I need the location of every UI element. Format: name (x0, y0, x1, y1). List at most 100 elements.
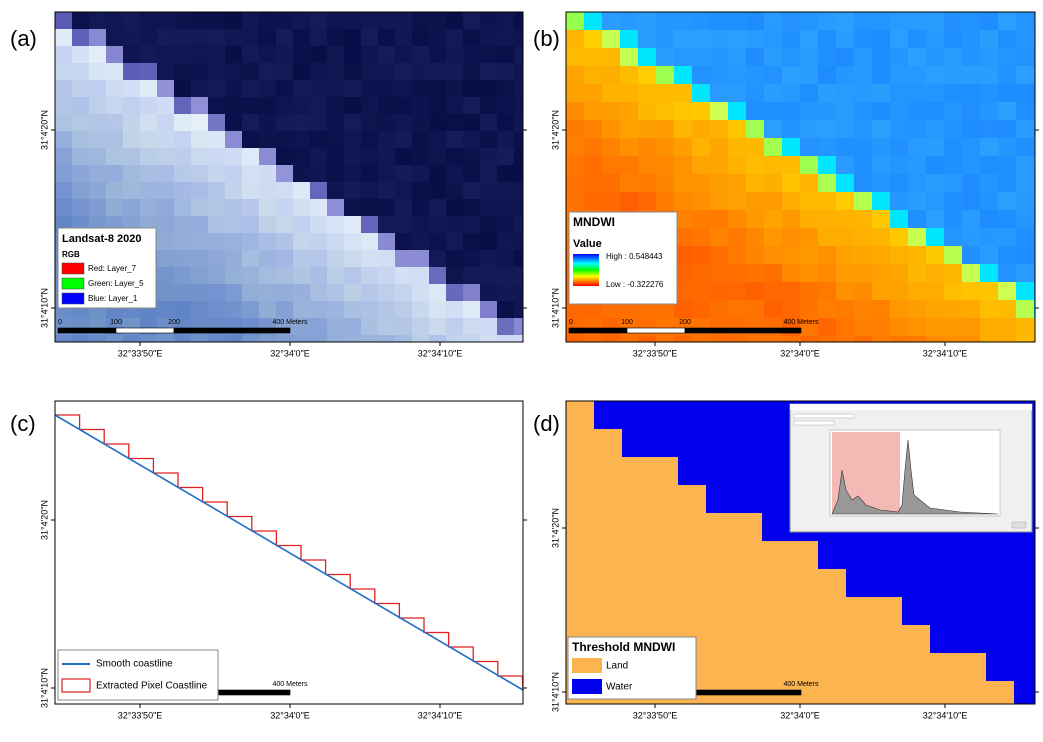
pixel (327, 80, 345, 98)
pixel (890, 318, 909, 337)
pixel (514, 318, 523, 336)
pixel (650, 597, 679, 626)
pixel (514, 182, 523, 200)
pixel (225, 301, 243, 319)
pixel (293, 12, 311, 30)
pixel (1014, 569, 1035, 598)
pixel (728, 102, 747, 121)
pixel (926, 336, 945, 342)
pixel (706, 485, 735, 514)
pixel (890, 246, 909, 265)
pixel (762, 485, 791, 514)
pixel (584, 120, 603, 139)
pixel (908, 336, 927, 342)
pixel (140, 46, 158, 64)
pixel (242, 301, 260, 319)
pixel (395, 148, 413, 166)
pixel (836, 12, 855, 31)
pixel (998, 12, 1017, 31)
pixel (259, 80, 277, 98)
pixel (930, 653, 959, 682)
pixel (293, 250, 311, 268)
pixel (412, 301, 430, 319)
pixel (566, 541, 595, 570)
pixel (728, 84, 747, 103)
pixel (656, 12, 675, 31)
pixel (980, 192, 999, 211)
pixel (566, 30, 585, 49)
pixel (174, 131, 192, 149)
pixel (710, 12, 729, 31)
pixel (225, 63, 243, 81)
pixel (944, 48, 963, 67)
pixel (710, 66, 729, 85)
pixel (836, 282, 855, 301)
pixel (674, 282, 693, 301)
pixel (908, 318, 927, 337)
pixel (656, 30, 675, 49)
pixel (344, 318, 362, 336)
pixel (361, 114, 379, 132)
pixel (310, 267, 328, 285)
pixel (854, 66, 873, 85)
pixel (890, 228, 909, 247)
pixel (926, 282, 945, 301)
pixel (902, 597, 931, 626)
pixel (566, 300, 585, 319)
pixel (706, 513, 735, 542)
pixel (692, 138, 711, 157)
pixel (908, 84, 927, 103)
pixel (429, 284, 447, 302)
pixel (782, 30, 801, 49)
pixel (242, 46, 260, 64)
pixel (480, 80, 498, 98)
pixel (446, 199, 464, 217)
pixel (818, 569, 847, 598)
pixel (191, 267, 209, 285)
pixel (746, 120, 765, 139)
pixel (242, 284, 260, 302)
pixel (497, 80, 515, 98)
pixel (746, 300, 765, 319)
pixel (602, 318, 621, 337)
pixel (620, 48, 639, 67)
pixel (225, 114, 243, 132)
scale-bar (626, 327, 686, 334)
pixel (378, 131, 396, 149)
pixel (594, 485, 623, 514)
x-axis-label: 32°33'50"E (118, 348, 163, 358)
pixel (980, 246, 999, 265)
pixel (497, 301, 515, 319)
pixel (140, 63, 158, 81)
pixel (602, 336, 621, 342)
pixel (497, 97, 515, 115)
pixel (746, 210, 765, 229)
pixel (800, 192, 819, 211)
pixel (998, 336, 1017, 342)
pixel (72, 131, 90, 149)
pixel (908, 30, 927, 49)
pixel (958, 541, 987, 570)
pixel (89, 131, 107, 149)
pixel (620, 30, 639, 49)
pixel (497, 250, 515, 268)
pixel (157, 63, 175, 81)
pixel (594, 541, 623, 570)
pixel (327, 233, 345, 251)
pixel (395, 97, 413, 115)
pixel (480, 335, 498, 342)
pixel (734, 485, 763, 514)
pixel (72, 29, 90, 47)
pixel (800, 12, 819, 31)
scale-bar-label: 400 Meters (272, 681, 308, 688)
pixel (497, 335, 515, 342)
y-axis-label: 31°4'20"N (39, 500, 49, 540)
pixel (926, 66, 945, 85)
pixel (710, 30, 729, 49)
pixel (412, 131, 430, 149)
pixel (514, 63, 523, 81)
pixel (790, 597, 819, 626)
pixel (276, 12, 294, 30)
pixel (89, 335, 107, 342)
